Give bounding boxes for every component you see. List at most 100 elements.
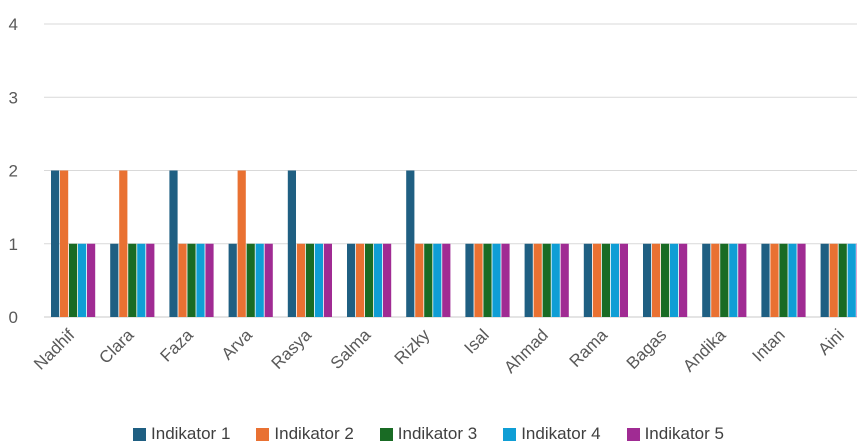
bar: [702, 243, 711, 317]
bar: [287, 170, 296, 317]
bar: [465, 243, 474, 317]
bar: [323, 243, 332, 317]
bar: [237, 170, 246, 317]
legend: Indikator 1 Indikator 2 Indikator 3 Indi…: [0, 424, 857, 444]
bar: [356, 243, 365, 317]
bar: [551, 243, 560, 317]
bar: [78, 243, 87, 317]
bar: [137, 243, 146, 317]
bar: [424, 243, 433, 317]
legend-label-1: Indikator 1: [151, 424, 231, 443]
bar: [838, 243, 847, 317]
bar: [314, 243, 323, 317]
bar: [128, 243, 137, 317]
bar: [779, 243, 788, 317]
legend-swatch-2: [256, 427, 270, 441]
bar: [205, 243, 214, 317]
legend-item-3: Indikator 3: [379, 424, 478, 444]
bar: [196, 243, 205, 317]
bar: [770, 243, 779, 317]
bar: [524, 243, 533, 317]
bar: [601, 243, 610, 317]
legend-item-4: Indikator 4: [503, 424, 601, 444]
bar: [264, 243, 273, 317]
x-tick-label: Ahmad: [500, 325, 552, 377]
x-tick-label: Faza: [157, 325, 198, 366]
legend-swatch-3: [379, 427, 393, 441]
bar: [406, 170, 415, 317]
bar: [178, 243, 187, 317]
bar: [592, 243, 601, 317]
bar: [383, 243, 392, 317]
bar: [365, 243, 374, 317]
bar: [69, 243, 78, 317]
x-tick-label: Rizky: [391, 325, 434, 368]
bar: [474, 243, 483, 317]
bar: [610, 243, 619, 317]
x-tick-label: Rasya: [268, 325, 316, 373]
bar: [51, 170, 60, 317]
x-tick-label: Isal: [461, 325, 493, 357]
bar: [187, 243, 196, 317]
bar: [169, 170, 178, 317]
bar: [738, 243, 747, 317]
legend-swatch-4: [503, 427, 517, 441]
bar: [442, 243, 451, 317]
legend-item-2: Indikator 2: [256, 424, 354, 444]
legend-label-3: Indikator 3: [397, 424, 478, 443]
x-tick-label: Aini: [814, 325, 847, 358]
bar: [501, 243, 510, 317]
x-tick-label: Salma: [327, 325, 375, 373]
x-tick-label: Rama: [566, 325, 612, 371]
bar: [87, 243, 96, 317]
bar: [433, 243, 442, 317]
bar: [643, 243, 652, 317]
bar: [483, 243, 492, 317]
x-tick-label: Intan: [749, 325, 789, 365]
bar-chart: 0 1 2 3 4 Nadhif Clara Faza Arva Rasya Salma Rizky I…: [9, 15, 857, 377]
y-tick-label: 4: [9, 15, 18, 34]
bar: [583, 243, 592, 317]
bar: [146, 243, 155, 317]
bar: [60, 170, 69, 317]
y-tick-label: 3: [9, 88, 18, 107]
bar: [305, 243, 314, 317]
bar: [729, 243, 738, 317]
legend-item-1: Indikator 1: [133, 424, 230, 444]
bar: [228, 243, 237, 317]
bar: [246, 243, 255, 317]
legend-item-5: Indikator 5: [626, 424, 724, 444]
legend-label-2: Indikator 2: [274, 424, 354, 443]
bar: [347, 243, 356, 317]
bar: [788, 243, 797, 317]
bar: [661, 243, 670, 317]
x-tick-label: Nadhif: [30, 325, 78, 373]
bar: [619, 243, 628, 317]
bar: [797, 243, 806, 317]
bar: [679, 243, 688, 317]
legend-label-5: Indikator 5: [644, 424, 724, 443]
bar: [720, 243, 729, 317]
bar: [415, 243, 424, 317]
bar: [711, 243, 720, 317]
bar: [110, 243, 119, 317]
y-tick-label: 2: [9, 162, 18, 181]
bar: [296, 243, 305, 317]
bar: [374, 243, 383, 317]
legend-swatch-1: [133, 427, 147, 441]
x-tick-label: Clara: [95, 325, 138, 368]
x-tick-label: Arva: [218, 325, 257, 364]
bar: [533, 243, 542, 317]
bar: [761, 243, 770, 317]
bar: [652, 243, 661, 317]
x-tick-label: Andika: [679, 325, 730, 376]
y-tick-label: 0: [9, 308, 18, 327]
legend-label-4: Indikator 4: [521, 424, 601, 443]
bar: [542, 243, 551, 317]
bar: [829, 243, 838, 317]
legend-swatch-5: [626, 427, 640, 441]
bar: [492, 243, 501, 317]
x-tick-label: Bagas: [623, 325, 671, 373]
bar: [847, 243, 856, 317]
bar: [255, 243, 264, 317]
